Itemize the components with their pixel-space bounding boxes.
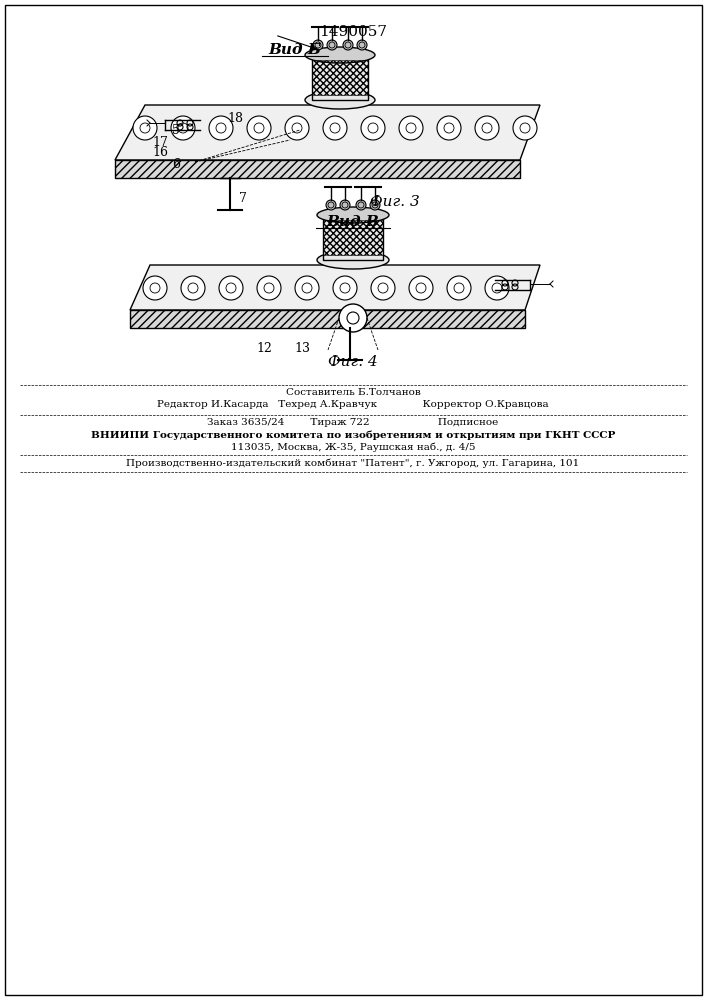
Text: Составитель Б.Толчанов: Составитель Б.Толчанов xyxy=(286,388,421,397)
Circle shape xyxy=(370,200,380,210)
Text: ВНИИПИ Государственного комитета по изобретениям и открытиям при ГКНТ СССР: ВНИИПИ Государственного комитета по изоб… xyxy=(90,430,615,440)
Text: 16: 16 xyxy=(152,145,168,158)
Circle shape xyxy=(143,276,167,300)
Circle shape xyxy=(285,116,309,140)
Polygon shape xyxy=(115,160,520,178)
Circle shape xyxy=(219,276,243,300)
Circle shape xyxy=(513,116,537,140)
Circle shape xyxy=(333,276,357,300)
Text: 1490057: 1490057 xyxy=(319,25,387,39)
Circle shape xyxy=(475,116,499,140)
Circle shape xyxy=(361,116,385,140)
Circle shape xyxy=(339,304,367,332)
Text: Редактор И.Касарда   Техред А.Кравчук              Корректор О.Кравцова: Редактор И.Касарда Техред А.Кравчук Корр… xyxy=(157,400,549,409)
Text: Вид В: Вид В xyxy=(327,215,380,229)
Circle shape xyxy=(399,116,423,140)
Circle shape xyxy=(485,276,509,300)
Text: 17: 17 xyxy=(152,135,168,148)
Circle shape xyxy=(327,40,337,50)
Text: 7: 7 xyxy=(239,192,247,205)
Circle shape xyxy=(133,116,157,140)
Text: 13: 13 xyxy=(294,342,310,355)
Circle shape xyxy=(326,200,336,210)
Ellipse shape xyxy=(305,91,375,109)
Text: 6: 6 xyxy=(172,158,180,172)
Circle shape xyxy=(313,40,323,50)
Bar xyxy=(312,55,368,100)
Polygon shape xyxy=(130,265,540,310)
Ellipse shape xyxy=(317,251,389,269)
Ellipse shape xyxy=(305,47,375,63)
Text: 18: 18 xyxy=(227,111,243,124)
Circle shape xyxy=(437,116,461,140)
Bar xyxy=(115,160,520,178)
Circle shape xyxy=(209,116,233,140)
Polygon shape xyxy=(130,310,525,328)
Text: Заказ 3635/24        Тираж 722                     Подписное: Заказ 3635/24 Тираж 722 Подписное xyxy=(207,418,498,427)
Circle shape xyxy=(357,40,367,50)
Text: Вид Б: Вид Б xyxy=(269,43,322,57)
Circle shape xyxy=(409,276,433,300)
Circle shape xyxy=(340,200,350,210)
Bar xyxy=(323,220,383,255)
Polygon shape xyxy=(115,105,540,160)
Text: 12: 12 xyxy=(256,342,272,355)
Circle shape xyxy=(171,116,195,140)
Circle shape xyxy=(257,276,281,300)
Bar xyxy=(323,215,383,260)
Text: Фиг. 4: Фиг. 4 xyxy=(328,355,378,369)
Circle shape xyxy=(356,200,366,210)
Bar xyxy=(312,60,368,95)
Circle shape xyxy=(371,276,395,300)
Text: 5: 5 xyxy=(172,123,180,136)
Text: Фиг. 3: Фиг. 3 xyxy=(370,195,420,209)
Text: Производственно-издательский комбинат "Патент", г. Ужгород, ул. Гагарина, 101: Производственно-издательский комбинат "П… xyxy=(127,458,580,468)
Circle shape xyxy=(343,40,353,50)
Text: 113035, Москва, Ж-35, Раушская наб., д. 4/5: 113035, Москва, Ж-35, Раушская наб., д. … xyxy=(230,442,475,452)
Circle shape xyxy=(295,276,319,300)
Circle shape xyxy=(181,276,205,300)
Circle shape xyxy=(247,116,271,140)
Bar xyxy=(130,310,525,328)
Circle shape xyxy=(447,276,471,300)
Circle shape xyxy=(323,116,347,140)
Ellipse shape xyxy=(317,207,389,223)
